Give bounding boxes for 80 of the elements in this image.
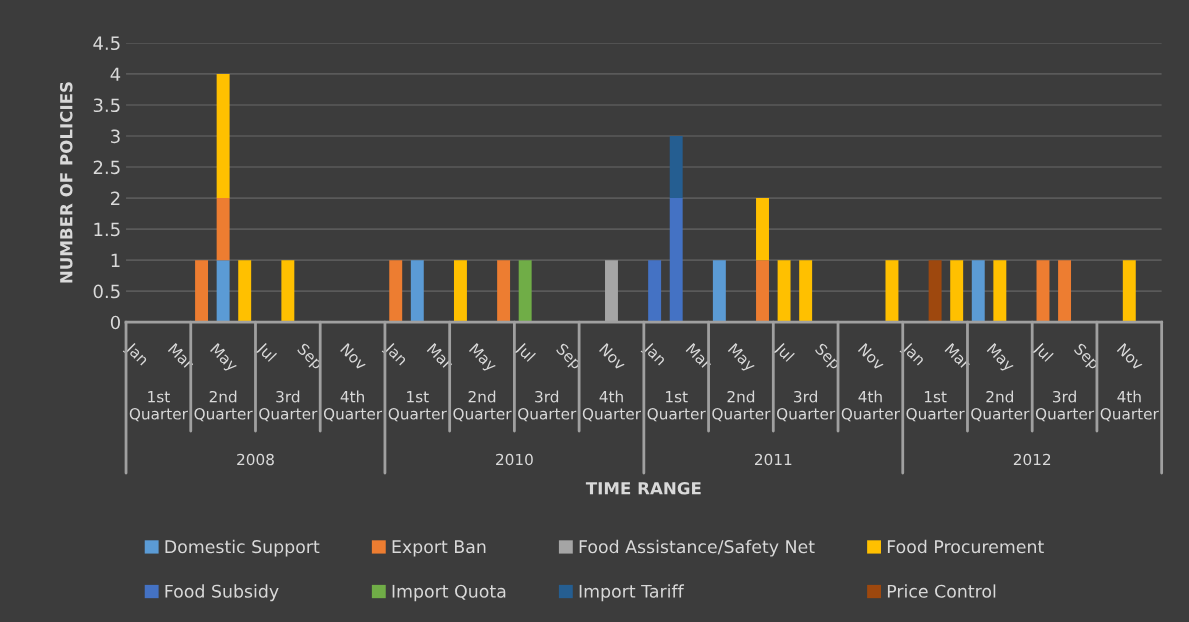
legend-label: Import Quota bbox=[392, 584, 506, 602]
bar bbox=[712, 260, 726, 323]
x-tick-label: Jan bbox=[381, 341, 409, 368]
y-tick-label: 4.5 bbox=[93, 36, 120, 51]
y-tick-label: 1 bbox=[111, 253, 120, 267]
y-tick-label: 0.5 bbox=[93, 284, 120, 299]
bar bbox=[518, 260, 532, 323]
y-tick-label: 4 bbox=[110, 67, 121, 81]
x-tick-label: Mar bbox=[685, 343, 713, 371]
bar bbox=[216, 73, 230, 199]
y-tick-label: 2 bbox=[111, 191, 120, 205]
text: 3rd Quarter bbox=[518, 390, 577, 422]
text: 2nd Quarter bbox=[453, 390, 512, 422]
bar bbox=[1058, 260, 1072, 323]
text: 4th Quarter bbox=[323, 390, 383, 422]
x-tick-label: Jul bbox=[1030, 341, 1054, 365]
bar bbox=[971, 260, 985, 323]
text: 2008 bbox=[237, 453, 274, 466]
y-tick-label: 3.5 bbox=[93, 98, 120, 113]
legend-label: Import Tariff bbox=[579, 584, 685, 602]
legend-label: Export Ban bbox=[392, 540, 486, 557]
text: 1st Quarter bbox=[129, 391, 188, 422]
legend-label: Food Assistance/Safety Net bbox=[579, 539, 815, 557]
bar bbox=[993, 260, 1007, 323]
text: 3rd Quarter bbox=[259, 390, 318, 422]
bar bbox=[669, 136, 683, 199]
text: 1st Quarter bbox=[647, 391, 706, 422]
y-axis-title: NUMBER OF POLICIES bbox=[59, 82, 73, 283]
bar bbox=[195, 260, 209, 323]
text: 4th Quarter bbox=[841, 390, 900, 422]
text: 3rd Quarter bbox=[1035, 390, 1095, 422]
text: 1st Quarter bbox=[906, 391, 965, 422]
x-tick-label: Mar bbox=[944, 343, 972, 371]
bar bbox=[799, 260, 813, 323]
bar bbox=[1036, 260, 1050, 323]
legend-label: Price Control bbox=[887, 584, 996, 598]
bar bbox=[756, 260, 769, 323]
y-tick-label: 1.5 bbox=[94, 222, 120, 237]
bar bbox=[756, 198, 769, 261]
x-tick-label: Jul bbox=[512, 341, 536, 365]
text: 1st Quarter bbox=[388, 391, 447, 422]
x-tick-label: Jul bbox=[771, 341, 795, 365]
text: 2011 bbox=[754, 453, 792, 466]
y-tick-label: 0 bbox=[110, 315, 120, 330]
bar bbox=[885, 260, 899, 323]
text: 4th Quarter bbox=[1100, 390, 1159, 422]
text: 2nd Quarter bbox=[712, 390, 771, 422]
bar bbox=[928, 260, 942, 323]
x-tick-label: Sep bbox=[1071, 342, 1101, 372]
bar bbox=[950, 260, 964, 323]
x-tick-label: Mar bbox=[167, 343, 196, 371]
y-tick-label: 3 bbox=[111, 129, 120, 144]
bar bbox=[777, 260, 791, 323]
legend-label: Food Subsidy bbox=[165, 584, 279, 602]
x-tick-label: Mar bbox=[426, 343, 454, 371]
text: TIME RANGE bbox=[585, 481, 701, 495]
bar bbox=[648, 260, 662, 323]
bar bbox=[1122, 260, 1136, 323]
bar bbox=[669, 198, 683, 323]
bar bbox=[453, 260, 467, 323]
text: 2nd Quarter bbox=[971, 390, 1030, 422]
text: 2012 bbox=[1013, 453, 1051, 466]
bar bbox=[389, 260, 403, 323]
bar bbox=[238, 260, 252, 323]
x-tick-label: Jan bbox=[899, 341, 926, 368]
bar bbox=[497, 260, 511, 323]
text: 3rd Quarter bbox=[777, 390, 836, 422]
text: 2nd Quarter bbox=[194, 390, 253, 422]
x-tick-label: Jan bbox=[122, 341, 150, 368]
x-tick-label: Jan bbox=[640, 341, 667, 368]
legend-label: Domestic Support bbox=[165, 539, 320, 557]
x-tick-label: Jul bbox=[254, 341, 278, 365]
y-tick-label: 2.5 bbox=[93, 160, 120, 175]
bar bbox=[216, 260, 230, 323]
bar bbox=[216, 198, 230, 261]
legend-label: Food Procurement bbox=[887, 539, 1044, 554]
bar bbox=[281, 260, 295, 323]
text: 4th Quarter bbox=[582, 390, 641, 422]
text: 2010 bbox=[496, 453, 533, 466]
bar bbox=[410, 260, 424, 323]
